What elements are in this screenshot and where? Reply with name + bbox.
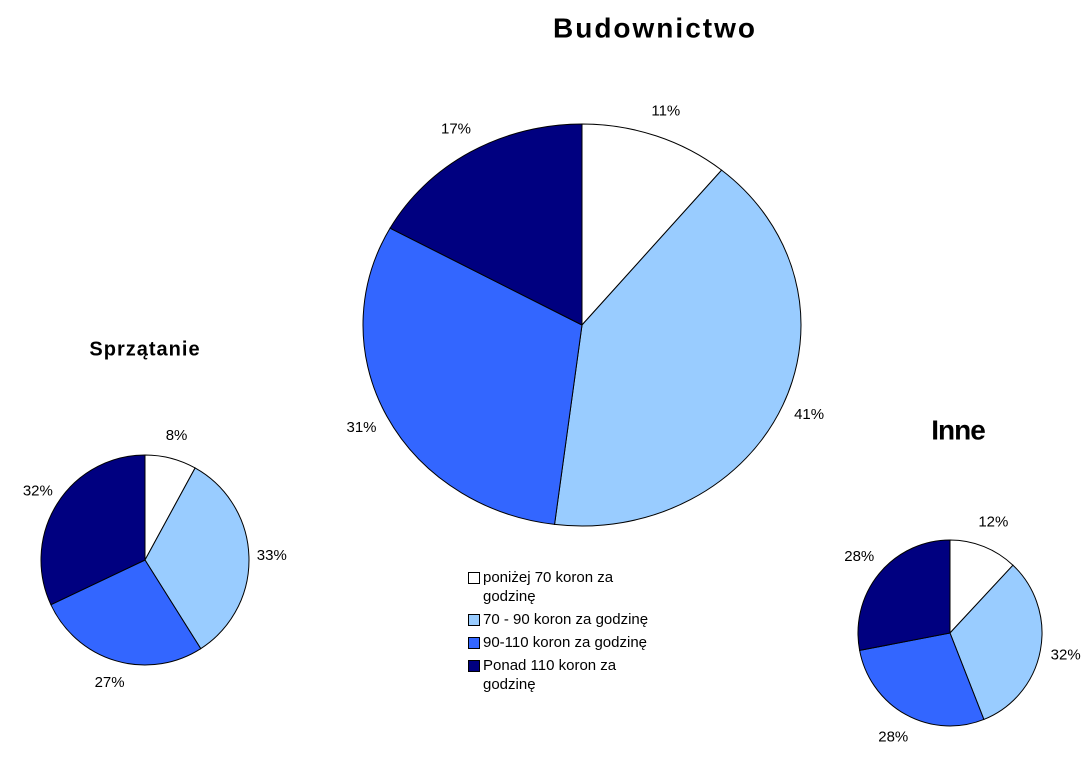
- pie-slice: [859, 632, 985, 727]
- legend-label: 90-110 koron za godzinę: [483, 634, 648, 651]
- legend-label: 70 - 90 koron za godzinę: [483, 611, 649, 628]
- legend-item: poniżej 70 koron za godzinę: [468, 568, 668, 606]
- pie-slice: [857, 539, 951, 652]
- pie-slice: [362, 227, 583, 525]
- data-label: 8%: [166, 427, 188, 444]
- pie-slice: [553, 169, 802, 527]
- data-label: 33%: [257, 547, 287, 564]
- chart-title: Budownictwo: [553, 12, 757, 43]
- pie-slice: [949, 564, 1043, 721]
- pie-slice: [144, 467, 250, 650]
- legend-item: 70 - 90 koron za godzinę: [468, 610, 668, 629]
- data-label: 17%: [441, 120, 471, 137]
- data-label: 11%: [651, 102, 680, 119]
- chart-title: Sprzątanie: [89, 338, 200, 360]
- data-label: 12%: [978, 513, 1008, 530]
- pie-slice: [581, 123, 723, 327]
- legend-label: Ponad 110 koron za godzinę: [483, 657, 617, 693]
- pie-slice: [949, 539, 1014, 635]
- pie-slice: [389, 123, 583, 326]
- data-label: 41%: [794, 406, 824, 423]
- chart-title: Inne: [931, 414, 985, 445]
- data-label: 32%: [1051, 646, 1081, 663]
- legend-swatch: [468, 572, 480, 584]
- data-label: 31%: [346, 419, 376, 436]
- legend-item: Ponad 110 koron za godzinę: [468, 656, 668, 694]
- pie-slice: [40, 454, 146, 606]
- legend-swatch: [468, 614, 480, 626]
- data-label: 32%: [23, 482, 53, 499]
- legend-swatch: [468, 660, 480, 672]
- legend-item: 90-110 koron za godzinę: [468, 633, 668, 652]
- data-label: 27%: [95, 674, 125, 691]
- legend-swatch: [468, 637, 480, 649]
- legend: poniżej 70 koron za godzinę 70 - 90 koron…: [468, 568, 668, 698]
- data-label: 28%: [878, 728, 908, 745]
- pie-slice: [50, 559, 202, 666]
- data-label: 28%: [844, 548, 874, 565]
- legend-label: poniżej 70 koron za godzinę: [483, 569, 614, 605]
